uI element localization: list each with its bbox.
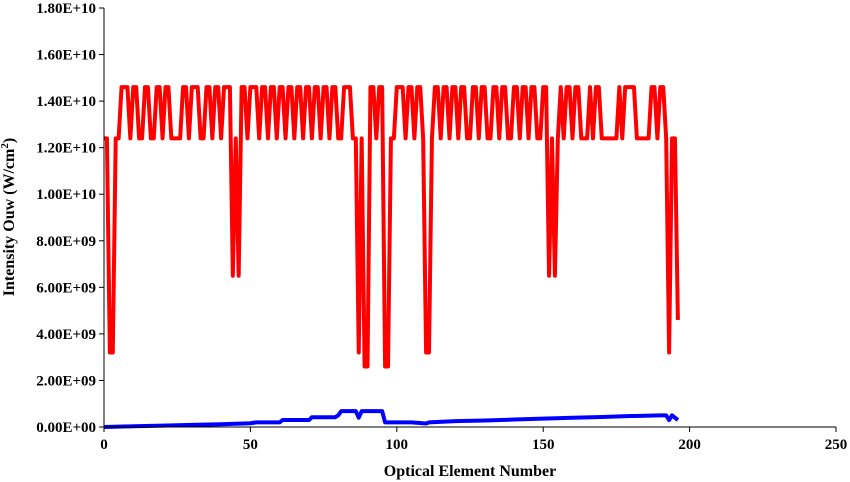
x-tick-label: 150 xyxy=(532,437,555,453)
x-tick-label: 250 xyxy=(825,437,848,453)
y-axis-title-sup: 2 xyxy=(0,143,11,149)
x-axis-ticks: 0 50 100 150 200 250 xyxy=(100,427,847,453)
x-tick-label: 0 xyxy=(100,437,108,453)
y-tick-label: 6.00E+09 xyxy=(36,280,96,296)
y-axis-ticks: 0.00E+00 2.00E+09 4.00E+09 6.00E+09 8.00E+09… xyxy=(36,1,104,436)
y-tick-label: 0.00E+00 xyxy=(36,420,96,436)
y-axis-title-main: Intensity Ouw (W/cm xyxy=(1,148,18,296)
x-axis-title: Optical Element Number xyxy=(384,463,556,480)
y-tick-label: 1.00E+10 xyxy=(36,187,96,203)
red-series-line xyxy=(104,85,680,369)
y-tick-label: 1.40E+10 xyxy=(36,94,96,110)
y-tick-label: 4.00E+09 xyxy=(36,327,96,343)
x-tick-label: 200 xyxy=(678,437,701,453)
x-tick-label: 100 xyxy=(386,437,409,453)
y-tick-label: 1.80E+10 xyxy=(36,1,96,17)
y-tick-label: 1.20E+10 xyxy=(36,141,96,157)
series-lines xyxy=(103,85,680,429)
y-axis-title-end: ) xyxy=(1,138,18,143)
y-tick-label: 8.00E+09 xyxy=(36,234,96,250)
y-tick-label: 1.60E+10 xyxy=(36,48,96,64)
y-tick-label: 2.00E+09 xyxy=(36,373,96,389)
y-axis-title: Intensity Ouw (W/cm2) xyxy=(0,138,18,296)
blue-series-line xyxy=(103,409,680,429)
x-tick-label: 50 xyxy=(243,437,258,453)
